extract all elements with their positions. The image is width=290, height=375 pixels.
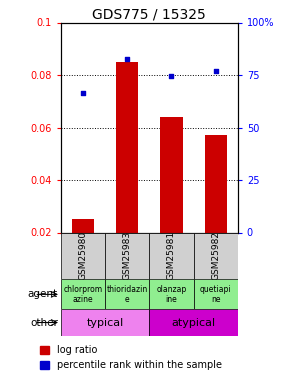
Text: olanzap
ine: olanzap ine [156,285,186,304]
Bar [61,232,105,279]
Text: GSM25981: GSM25981 [167,231,176,280]
Point [81,90,85,96]
Text: agent: agent [28,290,58,299]
Bar [105,232,149,279]
Bar [149,232,194,279]
Text: typical: typical [86,318,124,327]
Point [169,74,174,80]
Bar [194,232,238,279]
Text: other: other [30,318,58,327]
Title: GDS775 / 15325: GDS775 / 15325 [93,8,206,21]
Point [213,68,218,74]
Bar [160,117,182,232]
Text: chlorprom
azine: chlorprom azine [64,285,103,304]
Text: quetiapi
ne: quetiapi ne [200,285,231,304]
Text: GSM25983: GSM25983 [123,231,132,280]
Bar [105,279,149,309]
Point [125,56,130,62]
Text: GSM25980: GSM25980 [79,231,88,280]
Text: thioridazin
e: thioridazin e [107,285,148,304]
Bar [149,309,238,336]
Bar [61,279,105,309]
Bar [205,135,227,232]
Text: atypical: atypical [171,318,216,327]
Bar [116,62,138,232]
Bar [72,219,94,232]
Bar [61,309,149,336]
Legend: log ratio, percentile rank within the sample: log ratio, percentile rank within the sa… [40,345,222,370]
Bar [194,279,238,309]
Text: GSM25982: GSM25982 [211,231,220,280]
Bar [149,279,194,309]
